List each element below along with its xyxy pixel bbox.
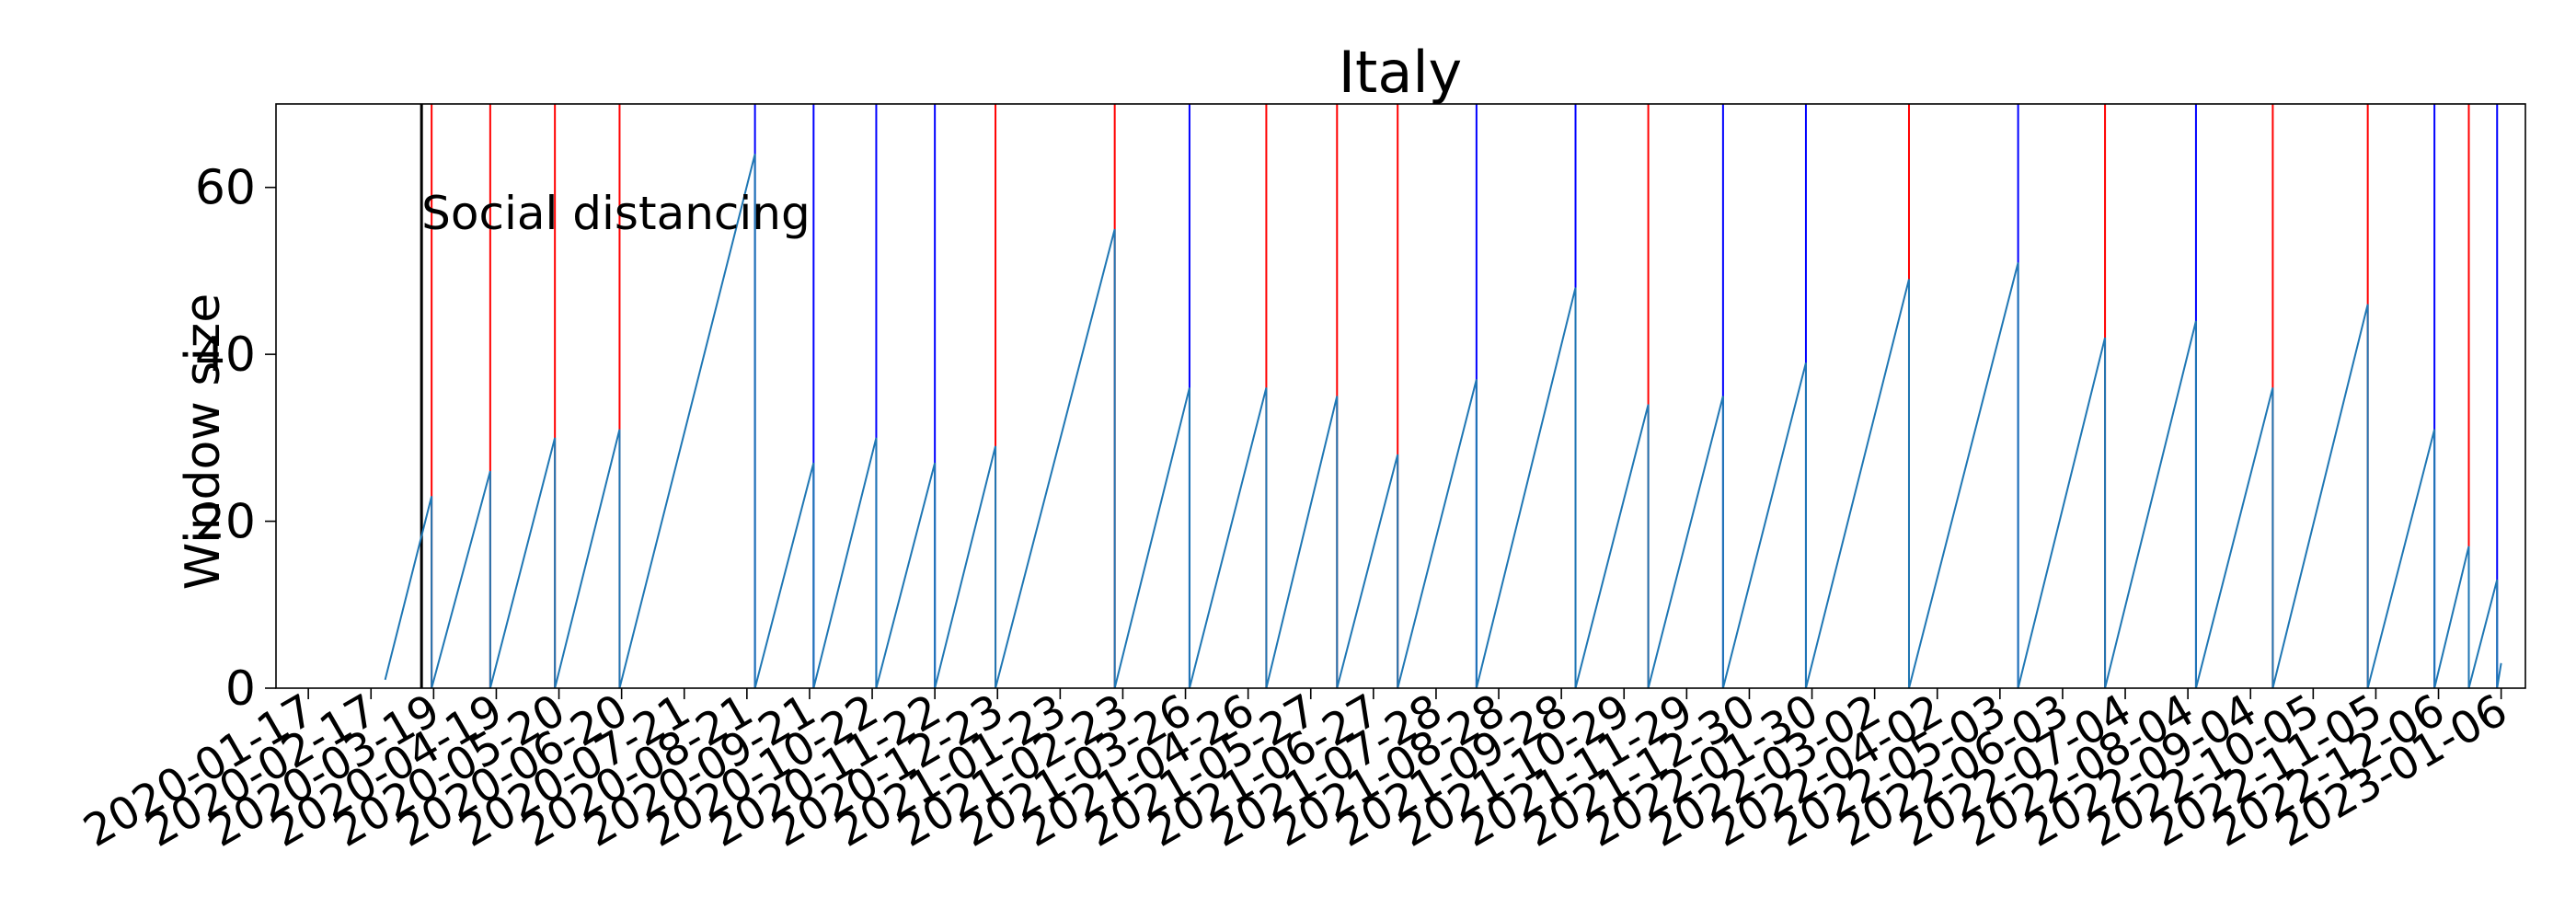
series-lines: [384, 154, 2502, 689]
plot-frame: [275, 103, 2526, 689]
y-tick-label: 20: [195, 495, 256, 550]
y-axis-label: Window size: [176, 293, 231, 590]
annotations: Social distancing: [421, 187, 811, 240]
y-tick-label: 40: [195, 328, 256, 383]
series-0-line: [384, 154, 2502, 689]
chart-title: Italy: [1339, 39, 1463, 106]
y-tick-label: 60: [195, 161, 256, 216]
y-tick-label: 0: [225, 661, 256, 717]
annotation-label: Social distancing: [421, 187, 811, 240]
